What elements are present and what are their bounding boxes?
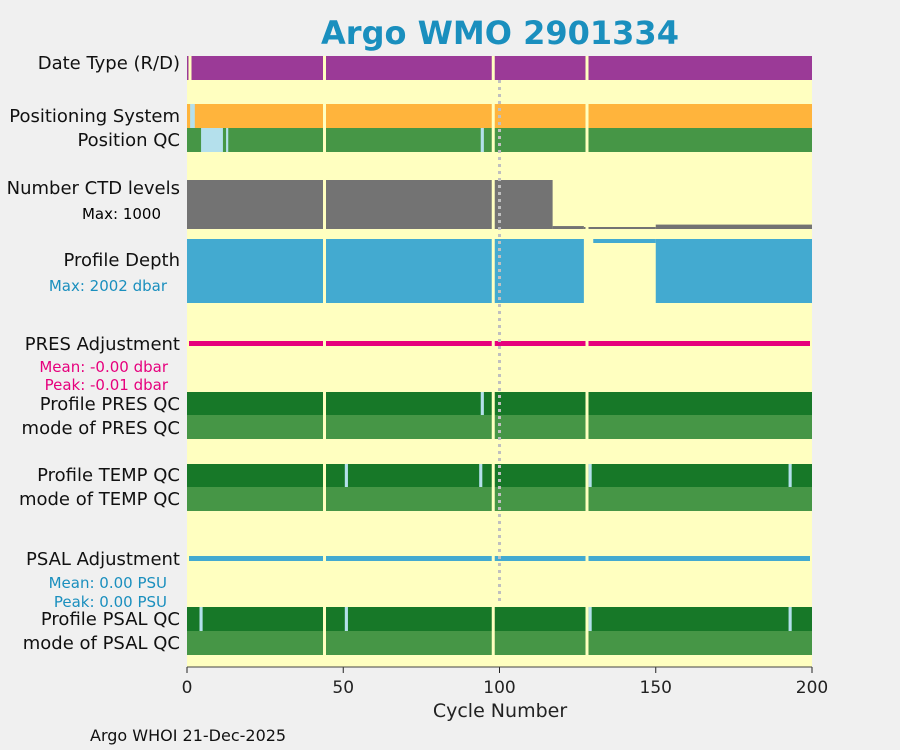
positioning-system-mark bbox=[190, 104, 195, 128]
temp-qc-flag bbox=[788, 464, 792, 487]
ctd-levels-bar bbox=[655, 224, 812, 229]
plot-area bbox=[187, 56, 812, 667]
row-label: mode of TEMP QC bbox=[19, 489, 180, 510]
chart-title: Argo WMO 2901334 bbox=[321, 14, 679, 52]
row-label: Number CTD levels bbox=[7, 178, 180, 199]
position-qc-flag bbox=[226, 128, 229, 152]
row-label: Position QC bbox=[77, 130, 180, 151]
psal-qc-flag bbox=[588, 607, 592, 631]
cycle-gap-line bbox=[188, 56, 192, 80]
cycle-gap-line bbox=[585, 56, 589, 667]
x-tick-label: 0 bbox=[182, 678, 193, 698]
row-sublabel: Max: 1000 bbox=[82, 205, 161, 223]
psal-qc-flag bbox=[788, 607, 792, 631]
x-tick-label: 100 bbox=[483, 678, 515, 698]
row-label: mode of PSAL QC bbox=[23, 633, 180, 654]
row-label: Positioning System bbox=[9, 106, 180, 127]
cycle-gap-line bbox=[323, 56, 326, 667]
footer-note: Argo WHOI 21-Dec-2025 bbox=[90, 726, 286, 745]
profile-depth-bar bbox=[655, 239, 812, 303]
psal-qc-flag bbox=[199, 607, 203, 631]
ctd-levels-bar bbox=[583, 227, 656, 229]
row-labels: Date Type (R/D) Positioning System Positio… bbox=[7, 53, 180, 654]
x-axis: 0 50 100 150 200 bbox=[182, 666, 828, 698]
row-label: PSAL Adjustment bbox=[26, 549, 180, 570]
row-sublabel: Peak: -0.01 dbar bbox=[45, 376, 169, 394]
row-sublabel: Max: 2002 dbar bbox=[49, 277, 168, 295]
temp-qc-flag bbox=[479, 464, 483, 487]
ctd-levels-bar bbox=[552, 226, 584, 229]
row-sublabel: Peak: 0.00 PSU bbox=[54, 593, 167, 611]
profile-temp-qc-band bbox=[187, 464, 812, 487]
x-axis-label: Cycle Number bbox=[433, 700, 567, 722]
x-tick-label: 200 bbox=[796, 678, 828, 698]
row-label: Profile PSAL QC bbox=[41, 609, 180, 630]
date-type-band bbox=[187, 56, 812, 80]
row-label: PRES Adjustment bbox=[25, 334, 180, 355]
row-label: Profile Depth bbox=[63, 250, 180, 271]
position-qc-flag bbox=[201, 128, 223, 152]
temp-qc-flag bbox=[588, 464, 592, 487]
mode-psal-qc-band bbox=[187, 631, 812, 655]
cycle-gap-line bbox=[491, 56, 495, 667]
profile-depth-bar bbox=[187, 239, 584, 303]
ctd-levels-bar bbox=[187, 180, 553, 229]
row-label: Profile TEMP QC bbox=[37, 465, 180, 486]
profile-depth-bar bbox=[593, 239, 656, 243]
row-label: Profile PRES QC bbox=[40, 394, 180, 415]
profile-psal-qc-band bbox=[187, 607, 812, 631]
temp-qc-flag bbox=[344, 464, 348, 487]
x-tick-label: 50 bbox=[332, 678, 354, 698]
row-label: Date Type (R/D) bbox=[38, 53, 180, 74]
row-sublabel: Mean: -0.00 dbar bbox=[39, 358, 169, 376]
position-qc-flag bbox=[480, 128, 484, 152]
x-tick-label: 150 bbox=[640, 678, 672, 698]
psal-qc-flag bbox=[344, 607, 348, 631]
pres-qc-flag bbox=[480, 392, 484, 415]
row-label: mode of PRES QC bbox=[22, 418, 180, 439]
row-sublabel: Mean: 0.00 PSU bbox=[49, 574, 167, 592]
pres-adjustment-line bbox=[189, 341, 810, 346]
